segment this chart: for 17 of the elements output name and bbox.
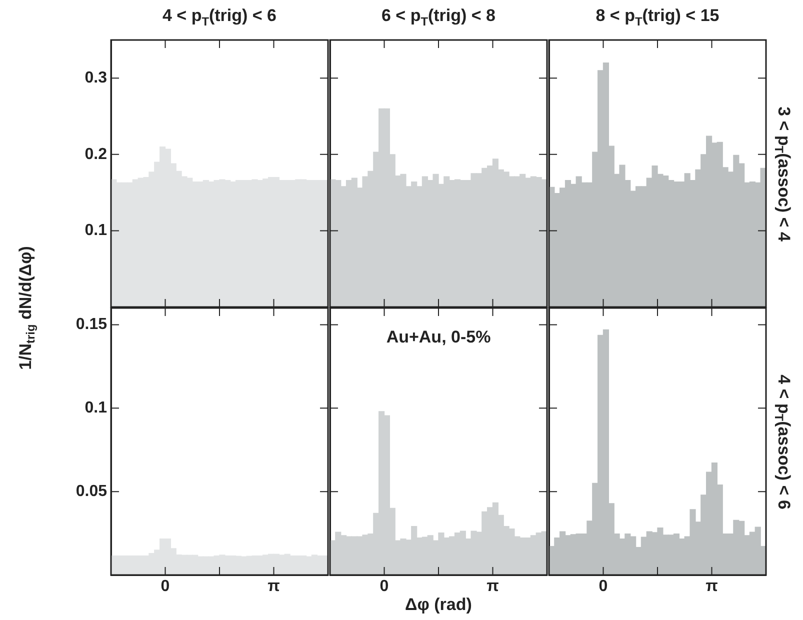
x-tick-label: π	[268, 578, 280, 596]
x-tick-label: π	[706, 578, 718, 596]
x-tick-label: 0	[598, 578, 608, 596]
x-axis-title: Δφ (rad)	[404, 595, 473, 615]
chart-title: 4 < p$_{T}$(trig) < 6	[161, 6, 278, 28]
chart-title: 8 < p$_{T}$(trig) < 15	[594, 6, 720, 28]
annotation: Au+Au, 0-5%	[386, 328, 491, 347]
x-tick-label: π	[486, 578, 499, 596]
chart-title: 6 < p$_{T}$(trig) < 8	[380, 6, 497, 28]
x-tick-label: 0	[160, 578, 170, 596]
x-tick-label: 0	[380, 578, 389, 596]
y-tick-label: 0.2	[84, 146, 108, 163]
y-tick-label: 0.15	[76, 316, 108, 334]
y-tick-label: 0.3	[84, 70, 108, 87]
y-tick-label: 0.1	[84, 400, 108, 417]
y-tick-label: 0.05	[76, 482, 108, 500]
y-tick-label: 0.1	[84, 222, 108, 240]
